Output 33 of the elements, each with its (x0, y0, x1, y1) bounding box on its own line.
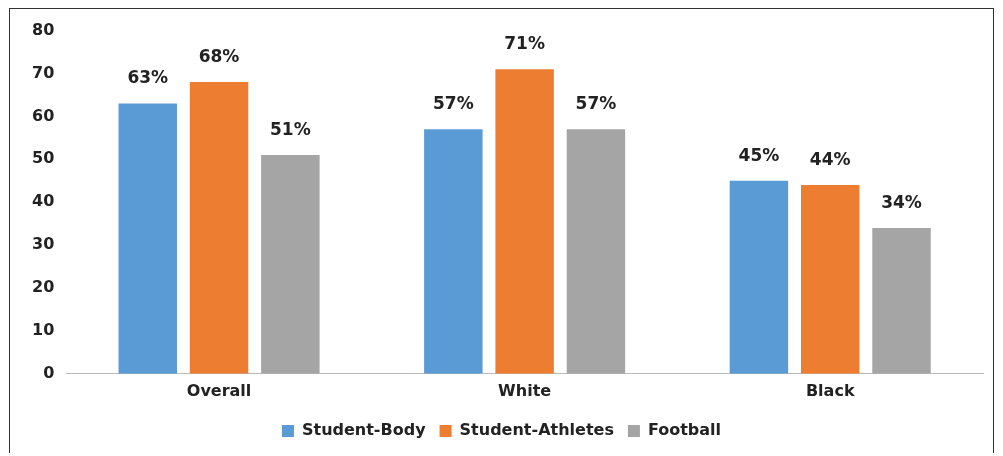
bar (566, 129, 626, 374)
y-tick-label: 50 (32, 148, 55, 168)
data-label: 51% (270, 118, 311, 139)
data-label: 44% (809, 148, 851, 169)
bar (261, 155, 320, 374)
data-label: 71% (504, 33, 545, 54)
data-label: 63% (127, 67, 169, 88)
x-tick-label: Black (805, 380, 855, 400)
x-tick-label: Overall (186, 380, 252, 400)
data-label: 57% (432, 93, 474, 114)
y-tick-label: 20 (32, 277, 55, 297)
data-label: 68% (198, 46, 240, 66)
data-label: 45% (738, 144, 780, 165)
bar (495, 69, 554, 374)
bar (189, 82, 249, 374)
bar (424, 129, 483, 374)
legend-label: Student-Athletes (459, 420, 614, 440)
y-tick-label: 0 (43, 362, 55, 382)
data-label: 34% (881, 191, 922, 212)
legend-label: Football (647, 420, 722, 440)
y-tick-label: 40 (32, 191, 55, 211)
bar (729, 180, 789, 374)
legend-label: Student-Body (301, 420, 427, 440)
data-label: 57% (575, 93, 617, 114)
bar (800, 185, 860, 374)
y-tick-label: 30 (32, 234, 55, 254)
y-tick-label: 80 (32, 19, 55, 39)
y-tick-label: 70 (32, 62, 55, 82)
y-tick-label: 60 (32, 105, 55, 125)
x-tick-label: White (498, 380, 552, 400)
bar (872, 227, 931, 374)
bar (118, 103, 177, 374)
y-tick-label: 10 (32, 320, 55, 340)
